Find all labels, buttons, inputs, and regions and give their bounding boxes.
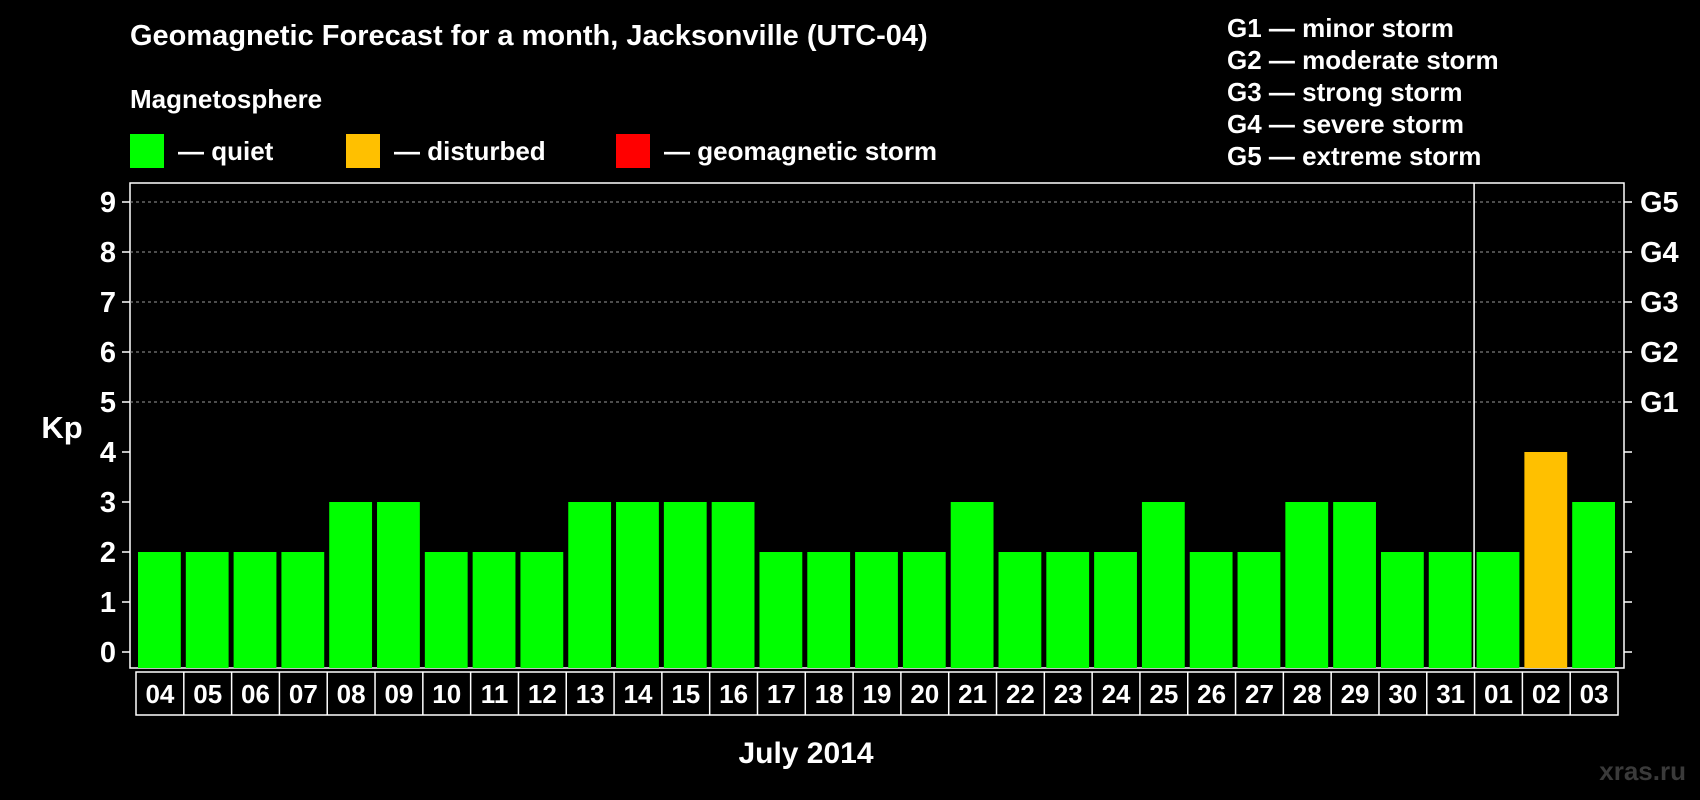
kp-bar (1333, 502, 1376, 668)
x-tick-label: 26 (1197, 679, 1226, 709)
x-tick-label: 30 (1388, 679, 1417, 709)
kp-bar (616, 502, 659, 668)
legend-label-storm: — geomagnetic storm (664, 135, 938, 166)
y-tick-label: 9 (100, 187, 116, 219)
kp-bar (1524, 452, 1568, 668)
kp-bar (1572, 502, 1615, 668)
g-scale-legend: G1 — minor storm G2 — moderate storm G3 … (1227, 12, 1499, 172)
x-tick-label: 29 (1341, 679, 1370, 709)
kp-bar (1285, 502, 1329, 668)
x-tick-label: 13 (576, 679, 605, 709)
x-tick-label: 04 (145, 679, 174, 709)
x-tick-label: 03 (1580, 679, 1609, 709)
x-tick-label: 09 (384, 679, 413, 709)
kp-bar (807, 552, 851, 668)
g-level-label: G4 (1640, 237, 1679, 269)
x-tick-label: 25 (1149, 679, 1178, 709)
x-tick-label: 24 (1102, 679, 1131, 709)
y-tick-label: 0 (100, 637, 116, 669)
x-tick-label: 06 (241, 679, 270, 709)
g-legend-g4: G4 — severe storm (1227, 109, 1465, 139)
g-level-label: G5 (1640, 187, 1679, 219)
x-tick-label: 15 (671, 679, 700, 709)
g-level-label: G2 (1640, 337, 1679, 369)
quiet-swatch (130, 134, 164, 168)
y-tick-label: 5 (100, 387, 116, 419)
kp-bar (902, 552, 946, 668)
kp-bar (711, 502, 755, 668)
x-tick-label: 22 (1006, 679, 1035, 709)
g-legend-g1: G1 — minor storm (1227, 13, 1454, 43)
x-tick-label: 16 (719, 679, 748, 709)
kp-bar (138, 552, 181, 668)
kp-bar (855, 552, 898, 668)
kp-bar (1476, 552, 1520, 668)
kp-bar (1094, 552, 1137, 668)
x-tick-label: 07 (289, 679, 318, 709)
y-tick-label: 7 (100, 287, 116, 319)
kp-bar (1141, 502, 1185, 668)
magnetosphere-legend-title: Magnetosphere (130, 84, 323, 114)
y-axis-label: Kp (41, 410, 82, 445)
x-tick-label: 11 (481, 679, 509, 709)
x-tick-label: 31 (1436, 679, 1465, 709)
kp-bar (185, 552, 229, 668)
x-tick-label: 21 (958, 679, 987, 709)
x-tick-label: 19 (863, 679, 892, 709)
disturbed-swatch (346, 134, 380, 168)
kp-bar (998, 552, 1042, 668)
legend-item-quiet: — quiet (130, 134, 273, 168)
x-axis-box (135, 671, 1619, 716)
kp-bar (1189, 552, 1233, 668)
kp-bar (281, 552, 325, 668)
x-tick-label: 28 (1293, 679, 1322, 709)
kp-bar (1237, 552, 1281, 668)
watermark: xras.ru (1599, 756, 1686, 786)
kp-bar (568, 502, 612, 668)
y-tick-label: 2 (100, 537, 116, 569)
chart-title: Geomagnetic Forecast for a month, Jackso… (130, 20, 928, 52)
kp-bar (329, 502, 373, 668)
x-tick-label: 05 (193, 679, 222, 709)
x-tick-label: 18 (815, 679, 844, 709)
x-tick-label: 08 (337, 679, 366, 709)
x-tick-label: 02 (1532, 679, 1561, 709)
kp-bar (1046, 552, 1090, 668)
kp-bar (1428, 552, 1472, 668)
kp-bar (233, 552, 277, 668)
y-tick-label: 1 (100, 587, 116, 619)
kp-bar (520, 552, 564, 668)
g-legend-g2: G2 — moderate storm (1227, 45, 1499, 75)
kp-bar (1380, 552, 1424, 668)
y-tick-label: 8 (100, 237, 116, 269)
y-tick-label: 6 (100, 337, 116, 369)
kp-bar (759, 552, 803, 668)
kp-bar (424, 552, 468, 668)
kp-bar (950, 502, 994, 668)
x-tick-label: 12 (528, 679, 557, 709)
x-tick-label: 27 (1245, 679, 1274, 709)
x-tick-label: 10 (432, 679, 461, 709)
x-tick-label: 17 (767, 679, 796, 709)
legend-item-disturbed: — disturbed (346, 134, 546, 168)
g-level-label: G3 (1640, 287, 1679, 319)
x-tick-label: 20 (910, 679, 939, 709)
y-tick-label: 4 (100, 437, 116, 469)
legend-label-quiet: — quiet (178, 135, 274, 166)
x-tick-label: 23 (1054, 679, 1083, 709)
x-tick-label: 14 (624, 679, 653, 709)
g-legend-g3: G3 — strong storm (1227, 77, 1463, 107)
g-level-label: G1 (1640, 387, 1679, 419)
kp-bar (472, 552, 516, 668)
x-tick-label: 01 (1484, 679, 1513, 709)
kp-bar (663, 502, 707, 668)
x-axis-label: July 2014 (738, 737, 874, 770)
y-tick-label: 3 (100, 487, 116, 519)
storm-swatch (616, 134, 650, 168)
g-legend-g5: G5 — extreme storm (1227, 141, 1482, 171)
kp-bar (377, 502, 420, 668)
legend-item-storm: — geomagnetic storm (616, 134, 937, 168)
legend-label-disturbed: — disturbed (394, 135, 546, 166)
